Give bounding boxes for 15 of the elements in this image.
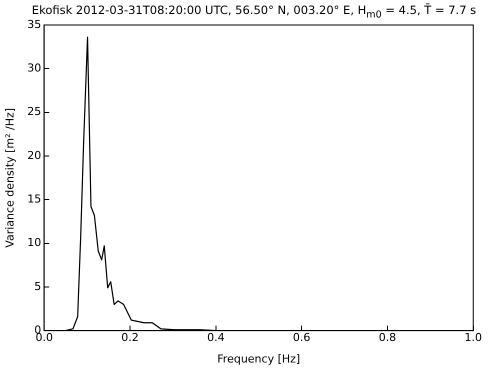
y-tick-label: 30 <box>27 62 42 75</box>
y-axis-title: Variance density [m² /Hz] <box>3 108 16 248</box>
x-tick-label: 0.4 <box>207 331 225 344</box>
x-tick-label: 0.8 <box>378 331 396 344</box>
chart-title: Ekofisk 2012-03-31T08:20:00 UTC, 56.50° N, 003.20° E, H$_{m0}$ = 4.5, T̄ = 7.7 s <box>32 3 476 20</box>
x-tick-label: 1.0 <box>464 331 482 344</box>
y-tick-label: 20 <box>27 148 42 162</box>
x-tick-label: 0.2 <box>121 331 139 344</box>
y-tick-label: 10 <box>27 236 42 250</box>
y-tick-label: 15 <box>27 192 42 206</box>
x-tick-label: 0.6 <box>292 331 310 344</box>
y-tick-label: 25 <box>27 105 42 118</box>
x-axis-title: Frequency [Hz] <box>217 352 300 366</box>
y-tick-label: 5 <box>34 280 42 293</box>
y-tick-label: 35 <box>27 18 42 31</box>
